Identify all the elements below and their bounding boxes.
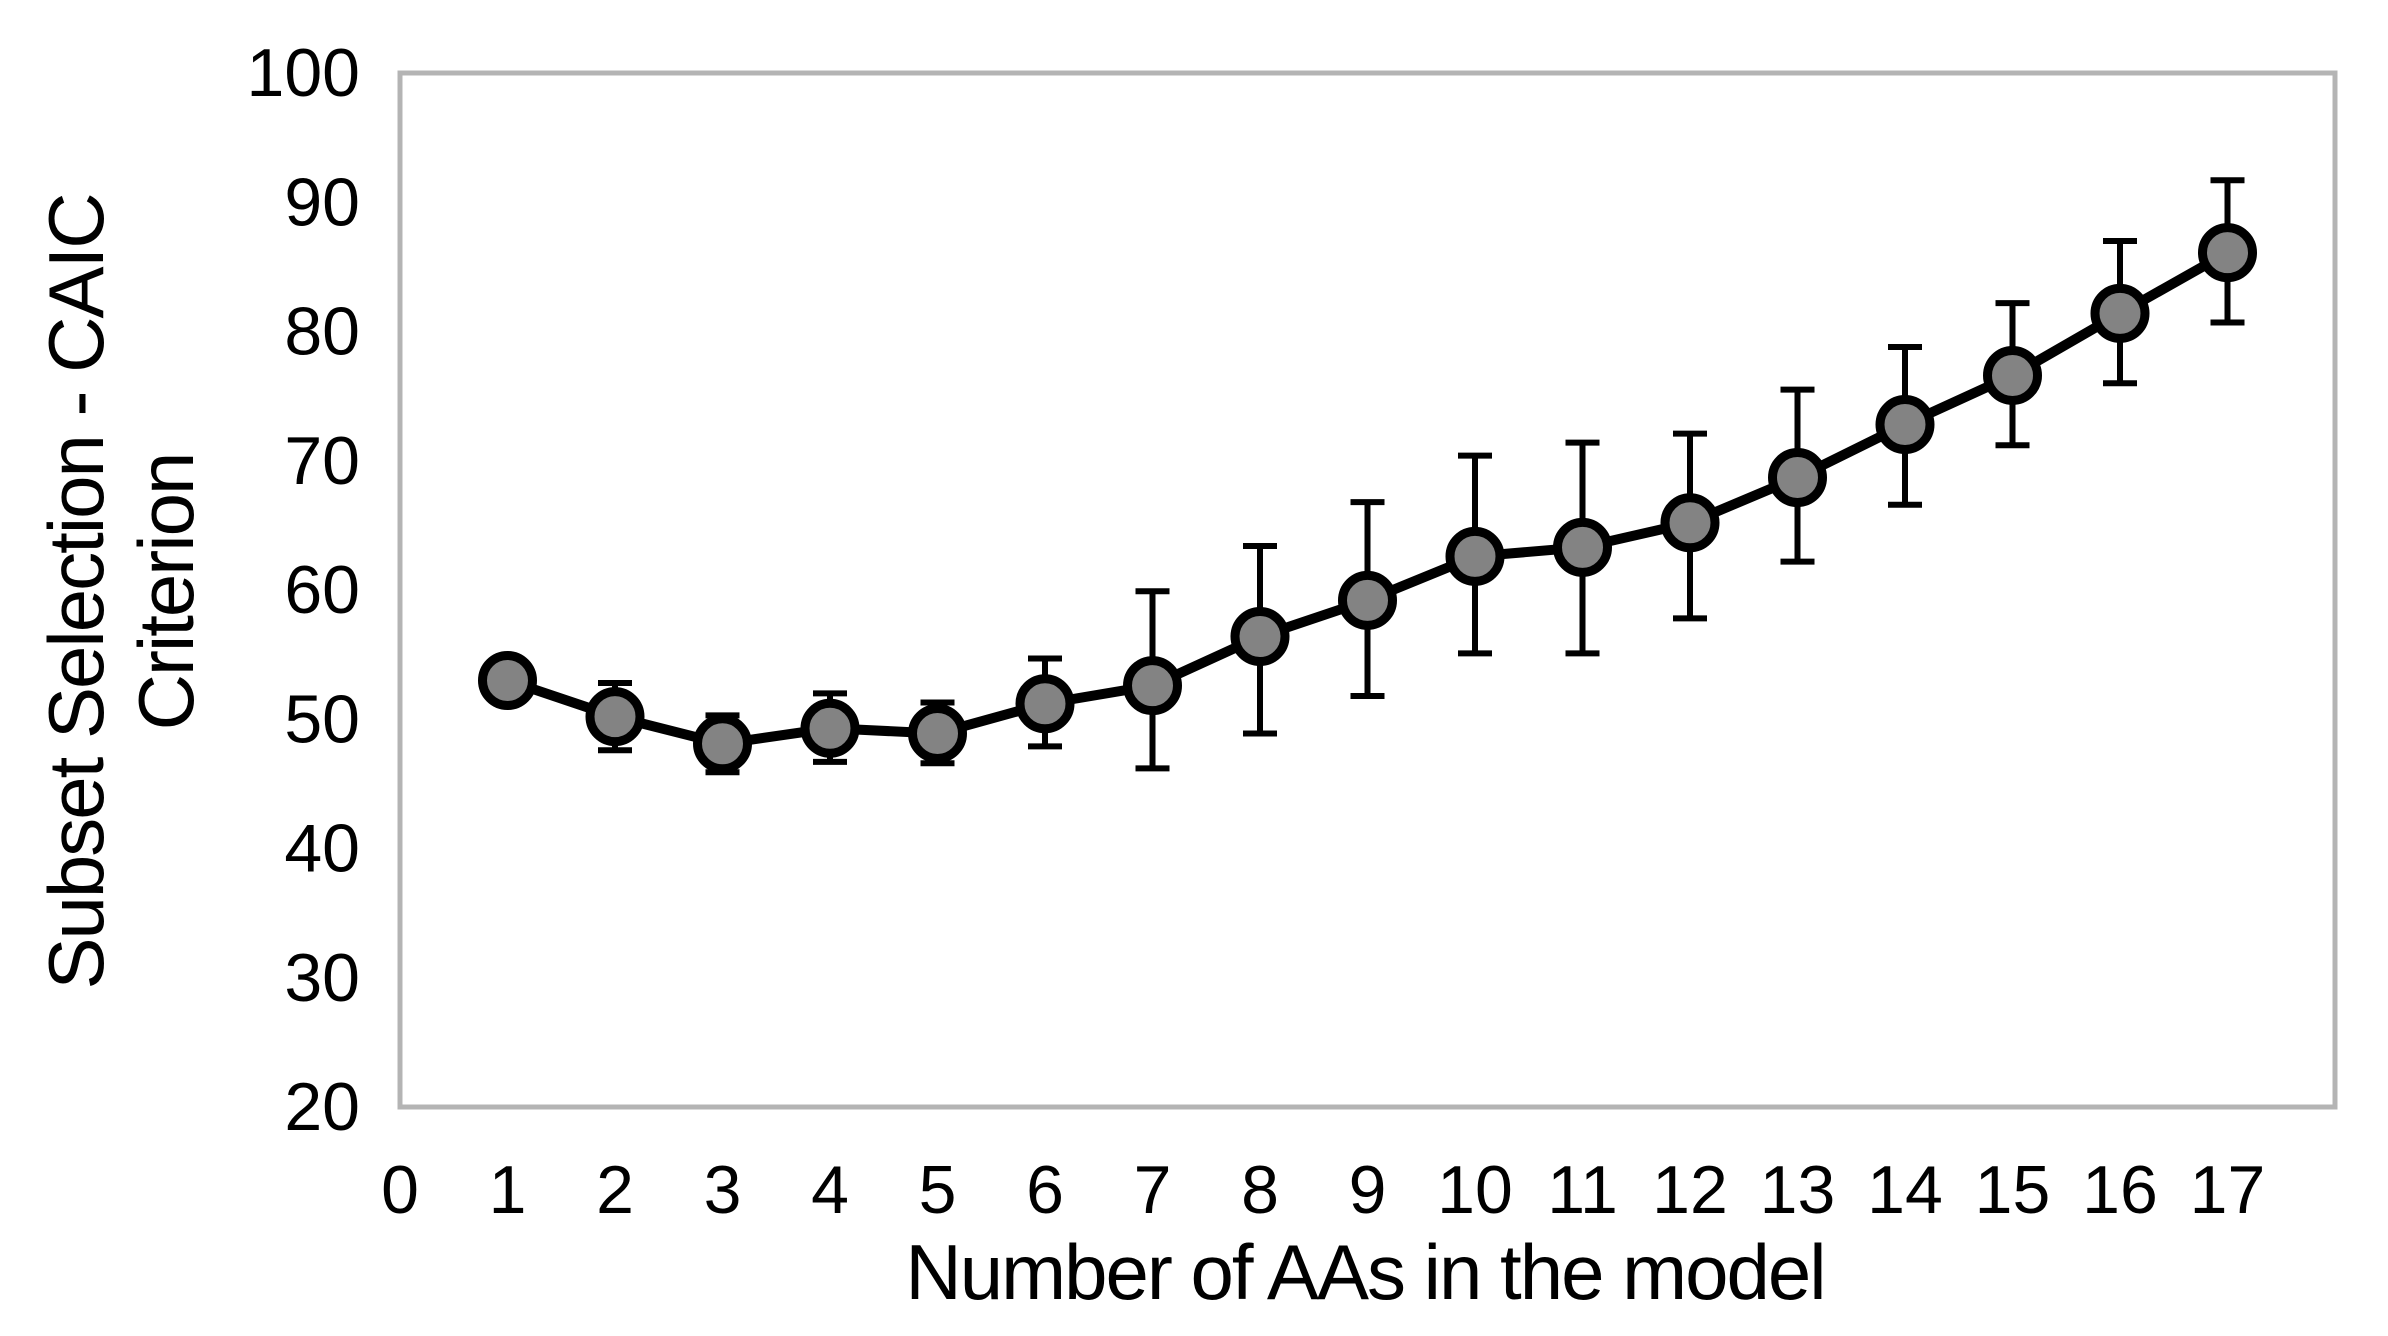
data-point-markers	[478, 223, 2257, 774]
data-point-marker	[1230, 607, 1290, 667]
plot-frame	[397, 70, 2338, 1110]
x-tick-label: 1	[489, 1152, 527, 1228]
x-axis-tick-labels: 0 1 2 3 4 5 6 7 8 9 10 11 12 13 14 15 16 17	[381, 1152, 2265, 1228]
x-tick-label: 17	[2190, 1152, 2266, 1228]
data-point-marker	[908, 703, 967, 763]
x-tick-label: 14	[1867, 1152, 1943, 1228]
data-point-marker	[1338, 570, 1397, 630]
y-tick-label: 100	[247, 35, 360, 111]
data-point-marker	[1768, 448, 1827, 508]
x-tick-label: 11	[1547, 1152, 1618, 1228]
x-tick-label: 6	[1026, 1152, 1064, 1228]
x-tick-label: 8	[1241, 1152, 1279, 1228]
x-tick-label: 16	[2082, 1152, 2158, 1228]
data-point-marker	[1875, 395, 1935, 455]
data-point-marker	[1123, 656, 1182, 716]
x-tick-label: 7	[1134, 1152, 1172, 1228]
x-tick-label: 13	[1760, 1152, 1836, 1228]
y-tick-label: 30	[284, 940, 360, 1016]
y-tick-label: 70	[284, 423, 360, 499]
error-bars	[598, 177, 2245, 776]
y-tick-label: 40	[284, 811, 360, 887]
data-point-marker	[800, 698, 860, 758]
data-point-marker	[478, 650, 537, 710]
y-axis-title-line-2: Criterion	[122, 454, 210, 731]
data-point-marker	[1445, 526, 1505, 586]
data-point-marker	[2090, 283, 2150, 343]
x-tick-label: 9	[1349, 1152, 1387, 1228]
x-tick-label: 4	[811, 1152, 849, 1228]
y-axis-tick-labels: 20 30 40 50 60 70 80 90 100	[247, 35, 360, 1145]
data-point-marker	[1660, 493, 1720, 553]
x-axis-title: Number of AAs in the model	[905, 1228, 1824, 1316]
data-point-marker	[1983, 345, 2042, 405]
x-tick-label: 5	[919, 1152, 957, 1228]
x-tick-label: 3	[704, 1152, 742, 1228]
y-axis-title-line-1: Subset Selection - CAIC	[32, 194, 120, 989]
y-tick-label: 20	[284, 1069, 360, 1145]
data-point-marker	[1015, 674, 1075, 734]
x-tick-label: 12	[1652, 1152, 1728, 1228]
y-tick-label: 80	[284, 294, 360, 370]
y-tick-label: 90	[284, 164, 360, 240]
y-tick-label: 50	[284, 681, 360, 757]
x-tick-label: 10	[1437, 1152, 1513, 1228]
y-tick-label: 60	[284, 552, 360, 628]
data-point-marker	[693, 714, 752, 774]
x-tick-label: 0	[381, 1152, 419, 1228]
data-point-marker	[1553, 517, 1612, 577]
x-tick-label: 15	[1975, 1152, 2051, 1228]
data-point-marker	[585, 687, 645, 747]
x-tick-label: 2	[596, 1152, 634, 1228]
data-point-marker	[2198, 223, 2257, 283]
